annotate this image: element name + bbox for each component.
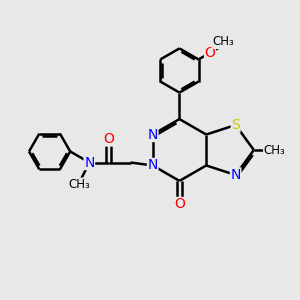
Text: N: N <box>148 158 158 172</box>
Text: O: O <box>174 197 185 212</box>
Text: N: N <box>84 155 94 170</box>
Text: S: S <box>231 118 240 132</box>
Text: O: O <box>205 46 215 60</box>
Text: O: O <box>103 132 114 146</box>
Text: CH₃: CH₃ <box>212 35 234 48</box>
Text: CH₃: CH₃ <box>263 143 285 157</box>
Text: N: N <box>148 128 158 142</box>
Text: N: N <box>230 168 241 182</box>
Text: CH₃: CH₃ <box>68 178 90 191</box>
